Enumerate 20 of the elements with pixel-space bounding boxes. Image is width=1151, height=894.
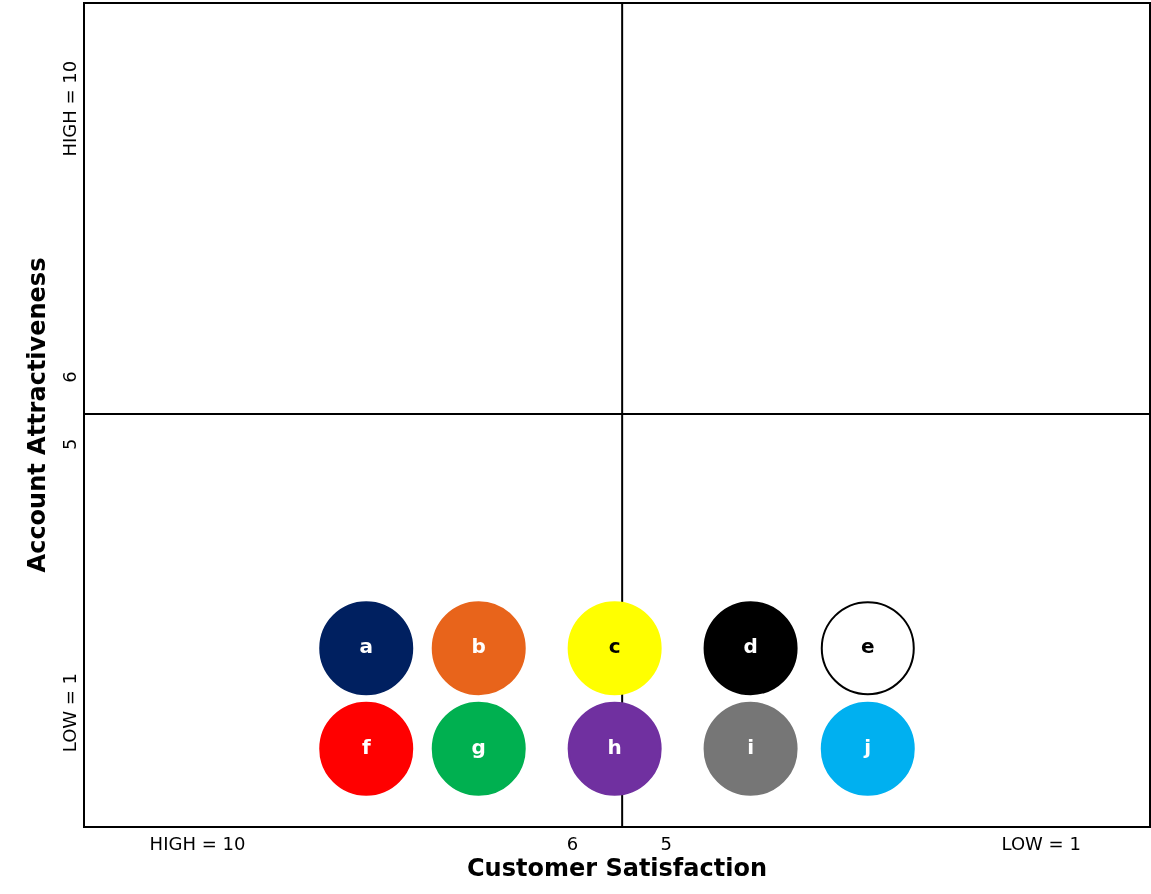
y-tick-label: LOW = 1: [58, 672, 80, 753]
series-label: d: [743, 634, 758, 659]
x-tick-label: HIGH = 10: [149, 832, 246, 854]
series-label: j: [863, 734, 872, 759]
series-label: f: [361, 734, 371, 759]
series-label: g: [471, 734, 486, 759]
y-tick-label: 5: [58, 438, 80, 450]
series-label: a: [359, 634, 373, 659]
x-tick-label: 6: [566, 832, 579, 854]
y-axis-title: Account Attractiveness: [23, 257, 52, 573]
series-label: b: [471, 634, 486, 659]
x-axis-title: Customer Satisfaction: [466, 853, 768, 882]
x-tick-label: LOW = 1: [1001, 832, 1081, 854]
y-tick-label: 6: [58, 371, 80, 383]
y-tick-label: HIGH = 10: [58, 60, 80, 157]
series-label: c: [608, 634, 621, 659]
x-tick-label: 5: [660, 832, 672, 854]
series-label: h: [607, 734, 622, 759]
series-label: e: [860, 634, 875, 659]
series-label: i: [747, 734, 755, 759]
